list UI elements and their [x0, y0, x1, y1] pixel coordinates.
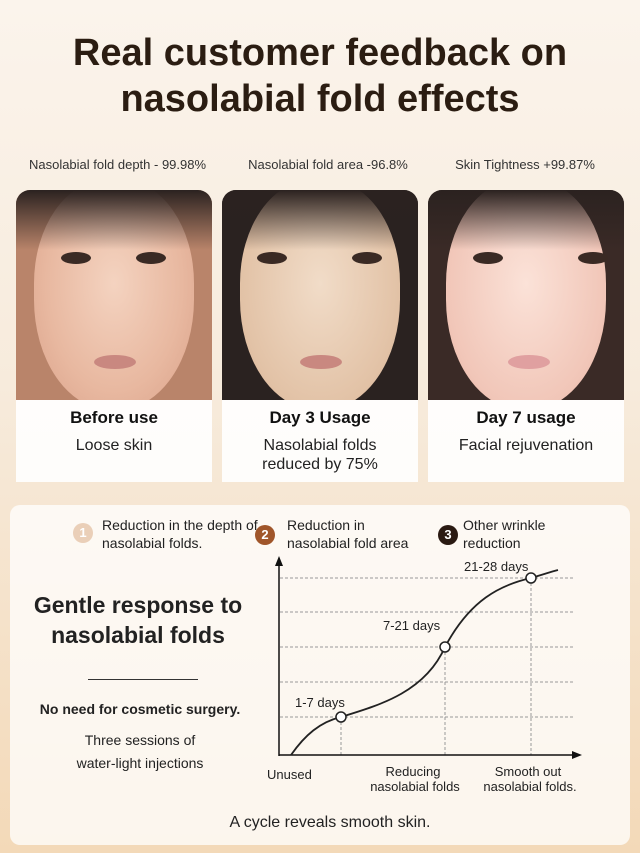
point-1-7-days	[335, 711, 347, 723]
x-label-reducing-2: nasolabial folds	[370, 779, 460, 794]
label-21-28-days: 21-28 days	[464, 559, 529, 574]
chart-card	[10, 505, 630, 845]
step-2-badge: 2	[255, 525, 275, 545]
step-3-text: Other wrinkle reduction	[463, 517, 546, 551]
title-line-2: nasolabial fold effects	[120, 78, 520, 120]
photo-day7	[428, 190, 624, 400]
sessions-note: Three sessions of water-light injections	[20, 729, 260, 775]
label-7-21-days: 7-21 days	[383, 618, 441, 633]
caption-heading: Before use	[70, 408, 158, 427]
x-axis-arrow	[572, 751, 582, 759]
title-line-1: Real customer feedback on	[72, 32, 568, 74]
caption-day3: Day 3 Usage Nasolabial folds reduced by 7…	[222, 400, 418, 482]
sessions-line-2: water-light injections	[76, 755, 204, 771]
stat-fold-depth: Nasolabial fold depth - 99.98%	[28, 157, 207, 172]
step-2-text: Reduction in nasolabial fold area	[287, 517, 409, 551]
footer-tagline: A cycle reveals smooth skin.	[229, 814, 431, 831]
step-1-badge: 1	[73, 523, 93, 543]
step-1-text: Reduction in the depth of nasolabial fol…	[102, 517, 258, 551]
caption-desc: Loose skin	[75, 437, 153, 454]
label-1-7-days: 1-7 days	[295, 695, 345, 710]
gentle-heading: Gentle response to nasolabial folds	[33, 592, 243, 648]
stat-skin-tightness: Skin Tightness +99.87%	[455, 157, 595, 172]
x-label-smooth: Smooth out	[495, 764, 562, 779]
caption-day7: Day 7 usage Facial rejuvenation	[428, 400, 624, 482]
x-label-unused: Unused	[267, 767, 312, 782]
step-3-badge: 3	[438, 525, 458, 545]
page-title: Real customer feedback on nasolabial fol…	[0, 30, 640, 122]
caption-desc: Facial rejuvenation	[458, 437, 594, 454]
stat-fold-area: Nasolabial fold area -96.8%	[248, 157, 408, 172]
photo-before	[16, 190, 212, 400]
caption-heading: Day 7 usage	[476, 408, 576, 427]
point-21-28-days	[525, 572, 537, 584]
x-label-smooth-2: nasolabial folds.	[483, 779, 576, 794]
no-surgery-note: No need for cosmetic surgery.	[39, 701, 241, 717]
y-axis-arrow	[275, 556, 283, 566]
x-label-reducing: Reducing	[386, 764, 441, 779]
sessions-line-1: Three sessions of	[84, 732, 196, 748]
divider	[88, 679, 198, 680]
caption-desc: Nasolabial folds reduced by 75%	[262, 437, 378, 473]
progress-curve	[290, 569, 559, 756]
caption-heading: Day 3 Usage	[269, 408, 371, 427]
photo-day3	[222, 190, 418, 400]
point-7-21-days	[439, 641, 451, 653]
caption-before: Before use Loose skin	[16, 400, 212, 482]
